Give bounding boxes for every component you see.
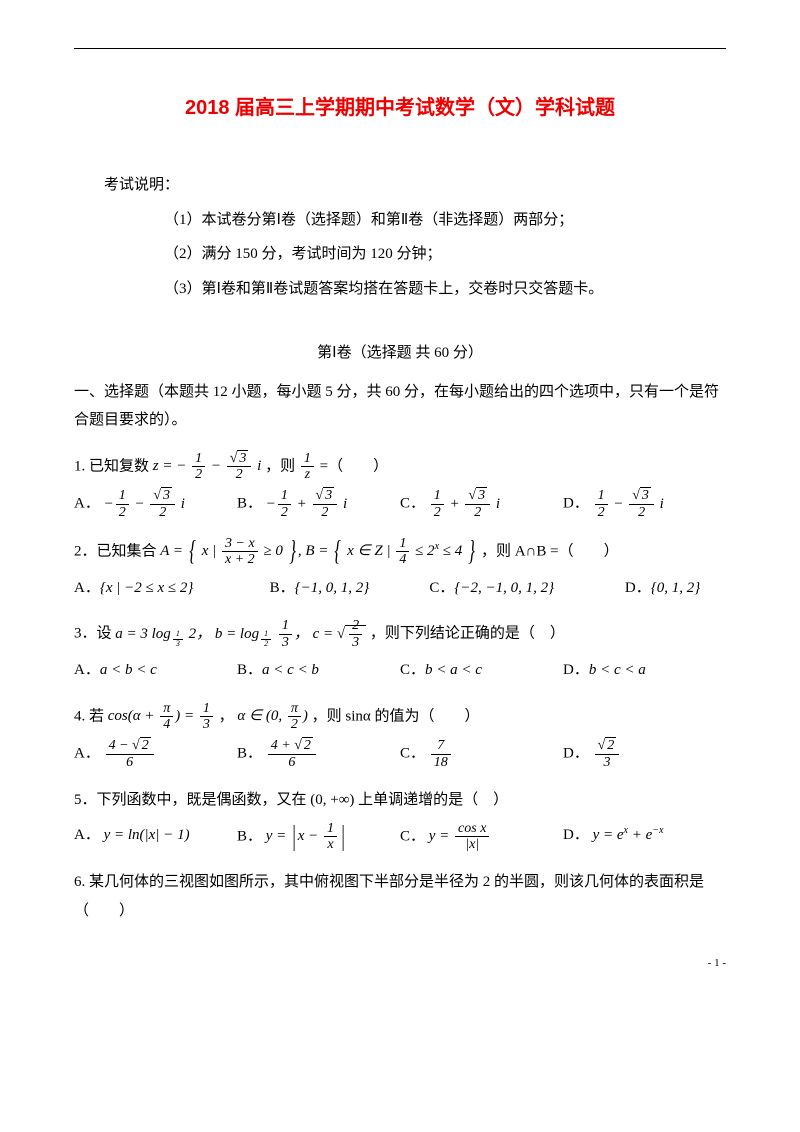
q4-lead: 4. 若	[74, 708, 108, 724]
q1-tail: =（ ）	[320, 458, 388, 474]
explain-item-1: （1）本试卷分第Ⅰ卷（选择题）和第Ⅱ卷（非选择题）两部分；	[74, 206, 726, 235]
question-2: 2．已知集合 A = { x | 3 − xx + 2 ≥ 0 }, B = {…	[74, 536, 726, 568]
explain-item-3: （3）第Ⅰ卷和第Ⅱ卷试题答案均搭在答题卡上，交卷时只交答题卡。	[74, 275, 726, 304]
question-5: 5．下列函数中，既是偶函数，又在 (0, +∞) 上单调递增的是（ ）	[74, 786, 726, 815]
q3-d-expr: b < c < a	[589, 662, 646, 678]
q4-opt-d: D． 23	[563, 738, 726, 770]
q1-opt-c: C． 12 + 32 i	[400, 488, 563, 520]
question-6: 6. 某几何体的三视图如图所示，其中俯视图下半部分是半径为 2 的半圆，则该几何…	[74, 868, 726, 925]
q2-d-expr: {0, 1, 2}	[651, 580, 701, 596]
q2-opt-c: C．{−2, −1, 0, 1, 2}	[429, 574, 625, 603]
q4-expr2: α ∈ (0, π2)	[237, 708, 311, 724]
q4-b-expr: 4 + 26	[266, 746, 318, 762]
part-head: 第Ⅰ卷（选择题 共 60 分）	[74, 339, 726, 368]
top-rule	[74, 48, 726, 49]
q3-expr: a = 3 log13 2， b = log12 13， c = 23	[115, 626, 370, 642]
q2-a-label: A．	[74, 580, 100, 596]
q1-opt-b: B． −12 + 32 i	[237, 488, 400, 520]
q2-opt-a: A．{x | −2 ≤ x ≤ 2}	[74, 574, 270, 603]
q1-a-label: A．	[74, 496, 100, 512]
q5-lead: 5．下列函数中，既是偶函数，又在 (0, +∞) 上单调递增的是（ ）	[74, 792, 508, 808]
q5-a-expr: y = ln(|x| − 1)	[104, 827, 190, 843]
section-head: 一、选择题（本题共 12 小题，每小题 5 分，共 60 分，在每小题给出的四个…	[74, 378, 726, 435]
q2-options: A．{x | −2 ≤ x ≤ 2} B．{−1, 0, 1, 2} C．{−2…	[74, 574, 726, 603]
q3-a-label: A．	[74, 662, 100, 678]
q2-d-label: D．	[625, 580, 651, 596]
explain-head: 考试说明：	[74, 171, 726, 200]
q2-a-expr: {x | −2 ≤ x ≤ 2}	[100, 580, 194, 596]
q1-lead: 1. 已知复数	[74, 458, 153, 474]
q2-expr: A = { x | 3 − xx + 2 ≥ 0 }, B = { x ∈ Z …	[160, 543, 481, 559]
q5-c-label: C．	[400, 828, 425, 844]
q5-b-label: B．	[237, 828, 262, 844]
q1-expr: z = − 12 − 32 i	[153, 458, 265, 474]
q3-tail: ，则下列结论正确的是（ ）	[370, 626, 565, 642]
explain-item-2: （2）满分 150 分，考试时间为 120 分钟；	[74, 240, 726, 269]
q5-options: A． y = ln(|x| − 1) B． y = |x − 1x| C． y …	[74, 821, 726, 853]
q1-mid: ，则	[265, 458, 299, 474]
exam-page: 2018 届高三上学期期中考试数学（文）学科试题 考试说明： （1）本试卷分第Ⅰ…	[0, 0, 800, 994]
q2-b-expr: {−1, 0, 1, 2}	[295, 580, 370, 596]
q3-b-label: B．	[237, 662, 262, 678]
q4-options: A． 4 − 26 B． 4 + 26 C． 718 D． 23	[74, 738, 726, 770]
q3-lead: 3．设	[74, 626, 115, 642]
q4-opt-a: A． 4 − 26	[74, 738, 237, 770]
question-3: 3．设 a = 3 log13 2， b = log12 13， c = 23 …	[74, 618, 726, 650]
q1-c-label: C．	[400, 496, 425, 512]
q2-opt-b: B．{−1, 0, 1, 2}	[270, 574, 430, 603]
q4-expr: cos(α + π4) = 13	[108, 708, 219, 724]
q2-lead: 2．已知集合	[74, 543, 160, 559]
q1-c-expr: 12 + 32 i	[429, 496, 500, 512]
q2-opt-d: D．{0, 1, 2}	[625, 574, 723, 603]
q5-opt-c: C． y = cos x|x|	[400, 821, 563, 853]
q1-a-expr: −12 − 32 i	[104, 496, 185, 512]
q5-c-expr: y = cos x|x|	[429, 828, 492, 844]
q1-options: A． −12 − 32 i B． −12 + 32 i C． 12 + 32 i…	[74, 488, 726, 520]
q1-opt-a: A． −12 − 32 i	[74, 488, 237, 520]
q4-c-label: C．	[400, 746, 425, 762]
q4-a-label: A．	[74, 746, 100, 762]
q1-opt-d: D． 12 − 32 i	[563, 488, 726, 520]
q5-opt-b: B． y = |x − 1x|	[237, 821, 400, 853]
page-title: 2018 届高三上学期期中考试数学（文）学科试题	[74, 89, 726, 127]
q3-opt-d: D．b < c < a	[563, 656, 726, 685]
q1-d-label: D．	[563, 496, 589, 512]
q3-c-label: C．	[400, 662, 425, 678]
q5-d-label: D．	[563, 827, 589, 843]
q2-tail: ，则 A∩B =（ ）	[481, 543, 619, 559]
q4-mid1: ，	[219, 708, 234, 724]
q4-opt-b: B． 4 + 26	[237, 738, 400, 770]
q4-opt-c: C． 718	[400, 738, 563, 770]
q1-recip: 1z	[301, 451, 314, 483]
q3-a-expr: a < b < c	[100, 662, 157, 678]
q5-b-expr: y = |x − 1x|	[266, 828, 347, 844]
question-1: 1. 已知复数 z = − 12 − 32 i ，则 1z =（ ）	[74, 451, 726, 483]
q4-a-expr: 4 − 26	[104, 746, 156, 762]
q3-d-label: D．	[563, 662, 589, 678]
q3-opt-b: B．a < c < b	[237, 656, 400, 685]
q5-a-label: A．	[74, 827, 100, 843]
q3-b-expr: a < c < b	[262, 662, 319, 678]
q5-opt-a: A． y = ln(|x| − 1)	[74, 821, 237, 853]
q4-mid2: ，则 sinα 的值为（ ）	[312, 708, 480, 724]
q5-opt-d: D． y = ex + e−x	[563, 821, 726, 853]
q3-c-expr: b < a < c	[425, 662, 482, 678]
q3-options: A．a < b < c B．a < c < b C．b < a < c D．b …	[74, 656, 726, 685]
q6-text: 6. 某几何体的三视图如图所示，其中俯视图下半部分是半径为 2 的半圆，则该几何…	[74, 874, 704, 919]
question-4: 4. 若 cos(α + π4) = 13 ， α ∈ (0, π2) ，则 s…	[74, 701, 726, 733]
q1-b-label: B．	[237, 496, 262, 512]
q5-d-expr: y = ex + e−x	[593, 827, 664, 843]
q1-b-expr: −12 + 32 i	[266, 496, 347, 512]
q2-b-label: B．	[270, 580, 295, 596]
q2-c-expr: {−2, −1, 0, 1, 2}	[454, 580, 554, 596]
q4-d-label: D．	[563, 746, 589, 762]
q1-d-expr: 12 − 32 i	[593, 496, 664, 512]
q3-opt-c: C．b < a < c	[400, 656, 563, 685]
q4-d-expr: 23	[593, 746, 622, 762]
q4-b-label: B．	[237, 746, 262, 762]
q4-c-expr: 718	[429, 746, 453, 762]
page-number: - 1 -	[74, 953, 726, 974]
q3-opt-a: A．a < b < c	[74, 656, 237, 685]
q2-c-label: C．	[429, 580, 454, 596]
